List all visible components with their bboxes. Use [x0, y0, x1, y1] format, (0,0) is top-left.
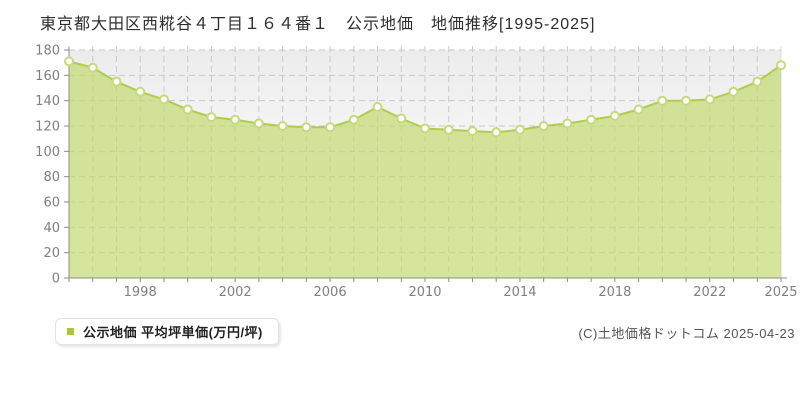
- data-point-2021: [681, 95, 692, 106]
- x-tick-label: 1998: [124, 285, 157, 300]
- data-point-2019: [633, 104, 644, 115]
- data-point-2020: [657, 95, 668, 106]
- x-tick-label: 2010: [408, 285, 441, 300]
- copyright-text: (C)土地価格ドットコム 2025-04-23: [578, 326, 795, 341]
- x-tick-label: 2022: [693, 285, 726, 300]
- legend: 公示地価 平均坪単価(万円/坪): [55, 318, 279, 345]
- data-point-2011: [443, 124, 454, 135]
- data-point-2014: [514, 124, 525, 135]
- y-tick-label: 100: [35, 145, 60, 160]
- y-tick-label: 120: [35, 120, 60, 135]
- data-point-2017: [586, 114, 597, 125]
- x-tick-label: 2006: [314, 285, 347, 300]
- data-point-2007: [348, 114, 359, 125]
- data-point-2010: [420, 123, 430, 134]
- x-tick-label: 2014: [503, 285, 536, 300]
- y-tick-label: 180: [35, 44, 60, 59]
- x-tick-label: 2025: [764, 285, 797, 300]
- data-point-2002: [230, 114, 241, 125]
- data-point-2000: [182, 104, 193, 115]
- data-point-1998: [135, 86, 146, 97]
- data-point-2018: [609, 110, 620, 121]
- price-trend-chart: 0 20 40 60 80 100 120 140 160 180 1998 2002 2006 2010…: [35, 44, 797, 301]
- x-tick-label: 2002: [219, 285, 252, 300]
- data-point-2024: [752, 76, 763, 87]
- data-point-2025: [776, 60, 786, 71]
- data-point-1995: [64, 56, 74, 67]
- data-point-2013: [491, 127, 502, 138]
- data-point-2015: [538, 121, 549, 131]
- x-tick-label: 2018: [598, 285, 631, 300]
- series-square-icon: [67, 328, 74, 335]
- data-point-2004: [277, 121, 288, 131]
- data-point-2005: [301, 122, 312, 133]
- data-point-2022: [704, 94, 715, 105]
- y-tick-label: 80: [43, 170, 60, 185]
- y-tick-label: 40: [43, 221, 60, 236]
- data-point-2016: [562, 118, 573, 129]
- data-point-2023: [728, 86, 739, 97]
- data-point-2012: [467, 126, 478, 137]
- y-tick-label: 140: [35, 94, 60, 109]
- y-tick-label: 160: [35, 69, 60, 84]
- data-point-1997: [111, 76, 122, 87]
- price-area: [69, 61, 781, 279]
- data-point-2009: [396, 113, 407, 124]
- data-point-2006: [325, 122, 336, 133]
- data-point-1999: [158, 94, 169, 105]
- data-point-2003: [253, 118, 264, 129]
- data-point-2001: [206, 112, 217, 123]
- legend-label: 公示地価 平均坪単価(万円/坪): [83, 325, 263, 340]
- y-tick-label: 60: [43, 196, 60, 211]
- y-tick-label: 20: [43, 246, 60, 261]
- data-point-2008: [372, 102, 383, 112]
- data-point-1996: [87, 62, 98, 73]
- y-tick-label: 0: [52, 272, 60, 287]
- page-title: 東京都大田区西糀谷４丁目１６４番１ 公示地価 地価推移[1995-2025]: [40, 16, 596, 33]
